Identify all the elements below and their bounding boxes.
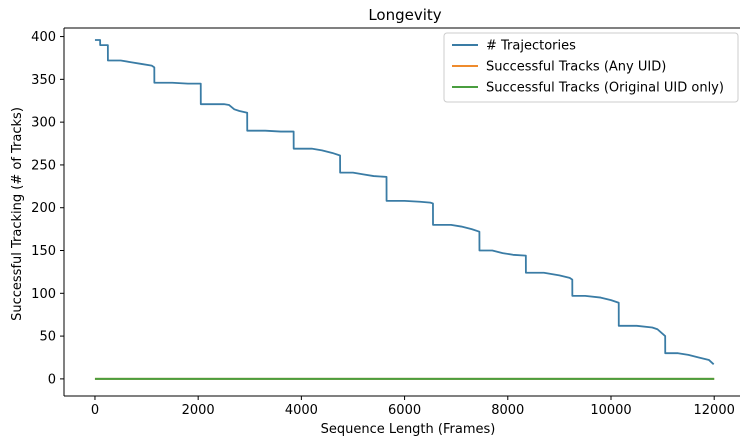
- x-tick-label: 6000: [388, 403, 421, 418]
- y-tick-label: 50: [39, 330, 56, 345]
- chart-title: Longevity: [368, 6, 441, 24]
- x-tick-label: 10000: [590, 403, 631, 418]
- legend-label: Successful Tracks (Original UID only): [486, 81, 724, 96]
- y-tick-label: 300: [31, 116, 56, 131]
- axes: 0 2000 4000 6000 8000 10000 12000 0 50 100 150 200 2…: [31, 27, 740, 418]
- x-tick-label: 4000: [285, 403, 318, 418]
- x-tick-label: 12000: [694, 403, 735, 418]
- y-tick-label: 0: [48, 372, 56, 387]
- x-tick-label: 2000: [182, 403, 215, 418]
- y-tick-label: 250: [31, 158, 56, 173]
- y-tick-label: 400: [31, 30, 56, 45]
- legend-label: # Trajectories: [486, 39, 576, 54]
- y-tick-label: 150: [31, 244, 56, 259]
- x-tick-label: 8000: [491, 403, 524, 418]
- series-line-0: [94, 39, 715, 365]
- y-tick-label: 200: [31, 201, 56, 216]
- legend-box: [443, 32, 739, 103]
- y-axis-label: Successful Tracking (# of Tracks): [10, 107, 25, 321]
- x-axis-label: Sequence Length (Frames): [321, 422, 496, 437]
- y-tick-label: 100: [31, 287, 56, 302]
- plot-lines: [94, 39, 715, 380]
- legend: # Trajectories Successful Tracks (Any UID…: [443, 32, 739, 103]
- x-tick-label: 0: [91, 403, 99, 418]
- legend-label: Successful Tracks (Any UID): [486, 60, 666, 75]
- y-tick-label: 350: [31, 73, 56, 88]
